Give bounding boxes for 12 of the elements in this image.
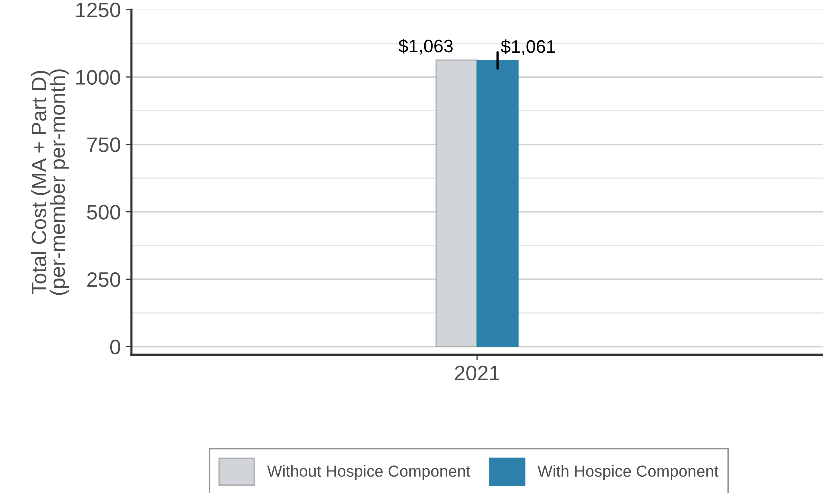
legend-label: Without Hospice Component [267, 465, 471, 480]
data-label: $1,063 [398, 39, 453, 55]
y-tick-label: 1250 [76, 2, 120, 18]
x-tick-label: 2021 [455, 366, 500, 381]
y-tick-label: 500 [87, 205, 120, 220]
y-tick-label: 750 [88, 138, 120, 152]
legend-label: With Hospice Component [538, 465, 719, 480]
y-tick-label: 250 [88, 272, 120, 288]
y-tick-label: 0 [110, 340, 120, 355]
data-label: $1,061 [501, 40, 556, 56]
y-axis-title: Total Cost (MA + Part D) (per-member per-month) [31, 70, 70, 296]
y-tick-label: 1000 [76, 70, 120, 86]
